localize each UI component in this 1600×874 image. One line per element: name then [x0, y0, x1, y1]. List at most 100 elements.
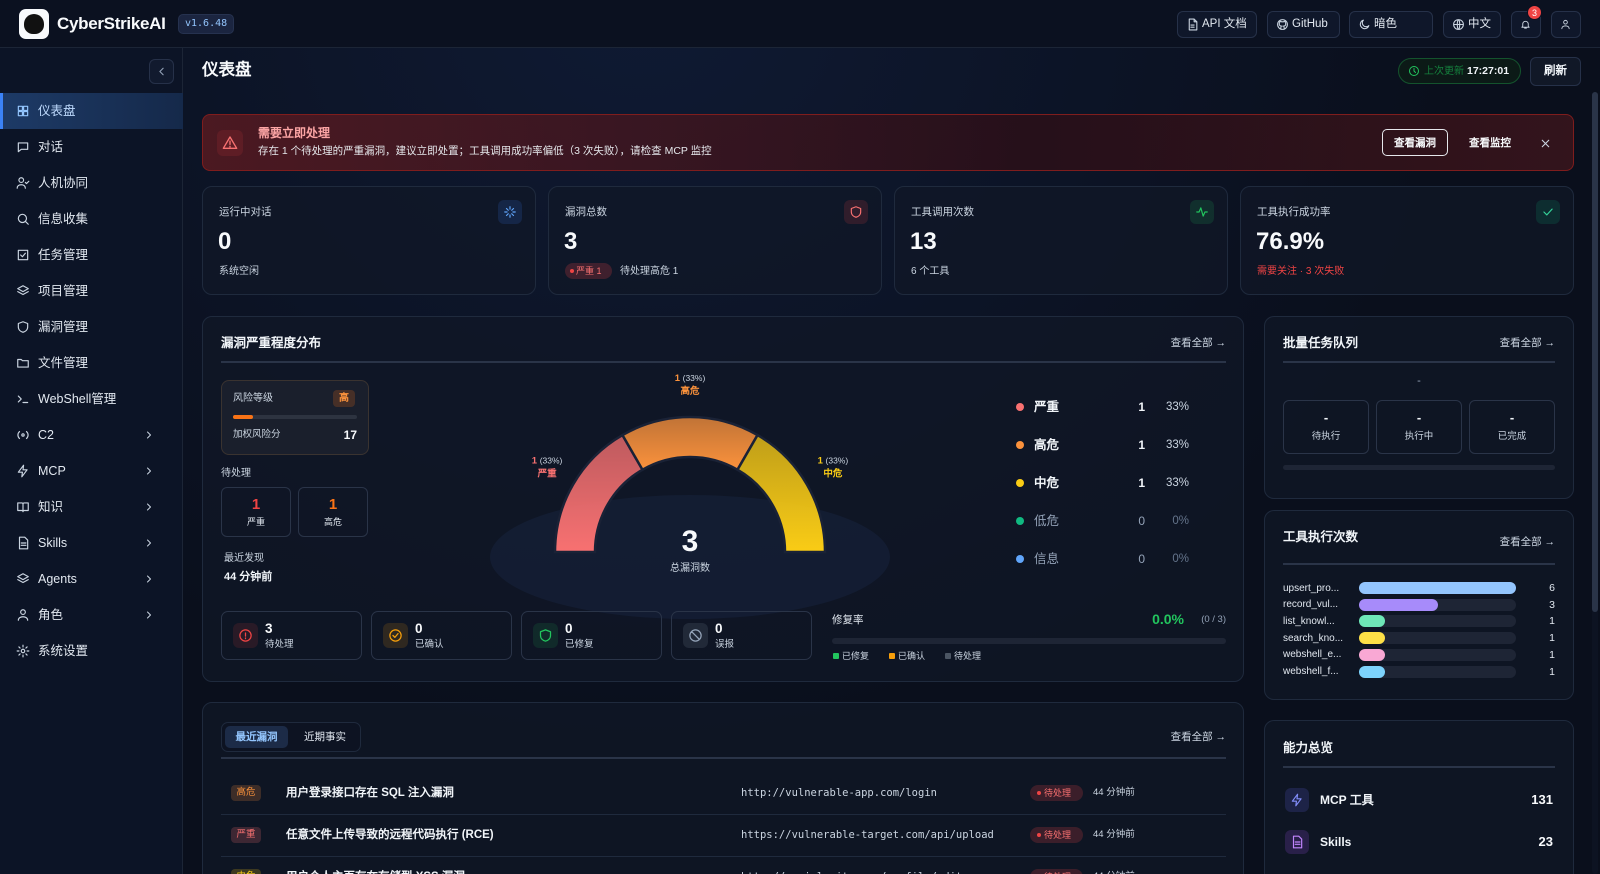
nav-label[interactable]: Skills [38, 535, 68, 550]
nav-icon-glyph [17, 464, 28, 478]
user-button[interactable] [1551, 11, 1581, 38]
nav-label[interactable]: 人机协同 [38, 175, 89, 190]
status-count: 0 [415, 621, 423, 636]
capability-icon [1292, 835, 1303, 849]
batch-value: - [1323, 410, 1329, 425]
nav-label[interactable]: WebShell管理 [38, 391, 117, 406]
nav-label[interactable]: Agents [38, 571, 77, 586]
nav-icon [16, 644, 30, 658]
row-time: 44 分钟前 [1093, 829, 1135, 840]
status-icon-glyph [539, 629, 552, 642]
legend-percent: 0% [1172, 514, 1189, 527]
nav-icon-glyph [17, 249, 29, 261]
nav-label[interactable]: 任务管理 [38, 247, 89, 262]
header-button[interactable] [1443, 11, 1501, 38]
alert-close-glyph [1541, 139, 1550, 148]
nav-label[interactable]: 文件管理 [38, 355, 89, 370]
header-button-icon-glyph [1277, 19, 1288, 30]
tool-bar [1359, 582, 1516, 594]
last-update-label: 上次更新 [1424, 65, 1464, 77]
collapse-button[interactable] [149, 59, 174, 84]
header-button-label[interactable]: GitHub [1292, 17, 1328, 30]
header-button-label[interactable]: API 文档 [1202, 17, 1247, 30]
legend-percent: 33% [1165, 400, 1189, 413]
nav-icon-glyph [16, 644, 30, 658]
legend-dot [1016, 441, 1024, 449]
batch-value: - [1416, 410, 1422, 425]
status-icon-box [383, 623, 408, 648]
alert-action[interactable] [1382, 129, 1448, 156]
header-button[interactable] [1267, 11, 1340, 38]
page-title: 仪表盘 [202, 60, 252, 79]
row-status: 待处理 [1044, 830, 1072, 840]
nav-label[interactable]: 角色 [38, 607, 64, 622]
nav-label[interactable]: 知识 [38, 499, 64, 514]
nav-label[interactable]: 漏洞管理 [38, 319, 89, 334]
nav-icon-glyph [17, 609, 29, 621]
tab-label[interactable]: 近期事实 [304, 731, 346, 743]
nav-icon [17, 358, 29, 368]
row-title[interactable]: 用户个人主页存在存储型 XSS 漏洞 [286, 869, 465, 874]
nav-icon-glyph [17, 105, 29, 117]
stat-icon-glyph [850, 206, 862, 218]
alert-title: 需要立即处理 [258, 126, 331, 140]
tool-count: 3 [1549, 598, 1555, 611]
view-all-link[interactable]: 查看全部 → [1499, 337, 1555, 349]
nav-icon-glyph [17, 430, 29, 440]
nav-label[interactable]: 对话 [38, 139, 64, 154]
nav-label[interactable]: C2 [38, 427, 54, 442]
tool-name: list_knowl... [1283, 615, 1335, 627]
stat-label: 工具执行成功率 [1257, 206, 1331, 218]
tab-active-bg [225, 726, 288, 748]
legend-count: 1 [1138, 438, 1145, 452]
view-all-link[interactable]: 查看全部 → [1499, 536, 1555, 548]
stat-icon-glyph [1196, 207, 1208, 217]
nav-icon-glyph [17, 213, 29, 225]
tab-label[interactable]: 最近漏洞 [235, 731, 278, 743]
nav-label[interactable]: MCP [38, 463, 66, 478]
stat-value: 76.9% [1256, 228, 1325, 255]
pending-box [298, 487, 368, 537]
nav-label[interactable]: 信息收集 [38, 211, 89, 226]
nav-icon-glyph [17, 573, 29, 584]
nav-label[interactable]: 仪表盘 [38, 103, 76, 118]
legend-dot [1016, 555, 1024, 563]
row-title[interactable]: 用户登录接口存在 SQL 注入漏洞 [286, 786, 454, 799]
stat-badge-dot [570, 269, 574, 273]
refresh-button[interactable] [1530, 57, 1581, 86]
view-all-link[interactable]: 查看全部 → [1170, 337, 1226, 349]
nav-item[interactable] [0, 93, 183, 129]
capability-count: 131 [1531, 792, 1553, 807]
tool-count: 6 [1549, 582, 1555, 594]
header-button[interactable] [1177, 11, 1257, 38]
severity-gauge: 1 (33%)严重1 (33%)高危1 (33%)中危 [490, 373, 890, 619]
nav-icon-glyph [17, 142, 29, 153]
stat-icon [850, 206, 862, 218]
nav-label[interactable]: 项目管理 [38, 283, 89, 298]
tool-name: search_kno... [1283, 632, 1344, 644]
version-badge: v1.6.48 [178, 14, 235, 34]
recent-found-label: 最近发现 [224, 552, 264, 564]
nav-label[interactable]: 系统设置 [38, 643, 89, 658]
tool-count: 1 [1549, 632, 1555, 645]
nav-chevron-glyph [147, 431, 151, 439]
alert-close[interactable] [1539, 137, 1552, 150]
alert-action-label[interactable]: 查看监控 [1469, 137, 1511, 149]
fix-rate-detail: (0 / 3) [1201, 614, 1226, 625]
nav-icon-glyph [17, 358, 29, 368]
alert-icon-glyph [222, 136, 238, 149]
view-all-link[interactable]: 查看全部 → [1170, 731, 1226, 743]
nav-chevron [147, 503, 151, 511]
capability-count: 23 [1538, 834, 1553, 849]
alert-action-label[interactable]: 查看漏洞 [1394, 137, 1436, 149]
nav-icon-glyph [16, 177, 30, 189]
header-button-label[interactable]: 中文 [1468, 17, 1491, 30]
row-url: http://vulnerable-app.com/login [741, 787, 937, 799]
refresh-label[interactable]: 刷新 [1544, 64, 1567, 77]
nav-icon [17, 213, 29, 225]
row-title[interactable]: 任意文件上传导致的远程代码执行 (RCE) [286, 828, 494, 841]
status-pill [1030, 869, 1083, 874]
gauge-percent: (33%) [683, 373, 706, 383]
tool-bar [1359, 648, 1386, 661]
header-button-label[interactable]: 暗色 [1374, 17, 1397, 30]
